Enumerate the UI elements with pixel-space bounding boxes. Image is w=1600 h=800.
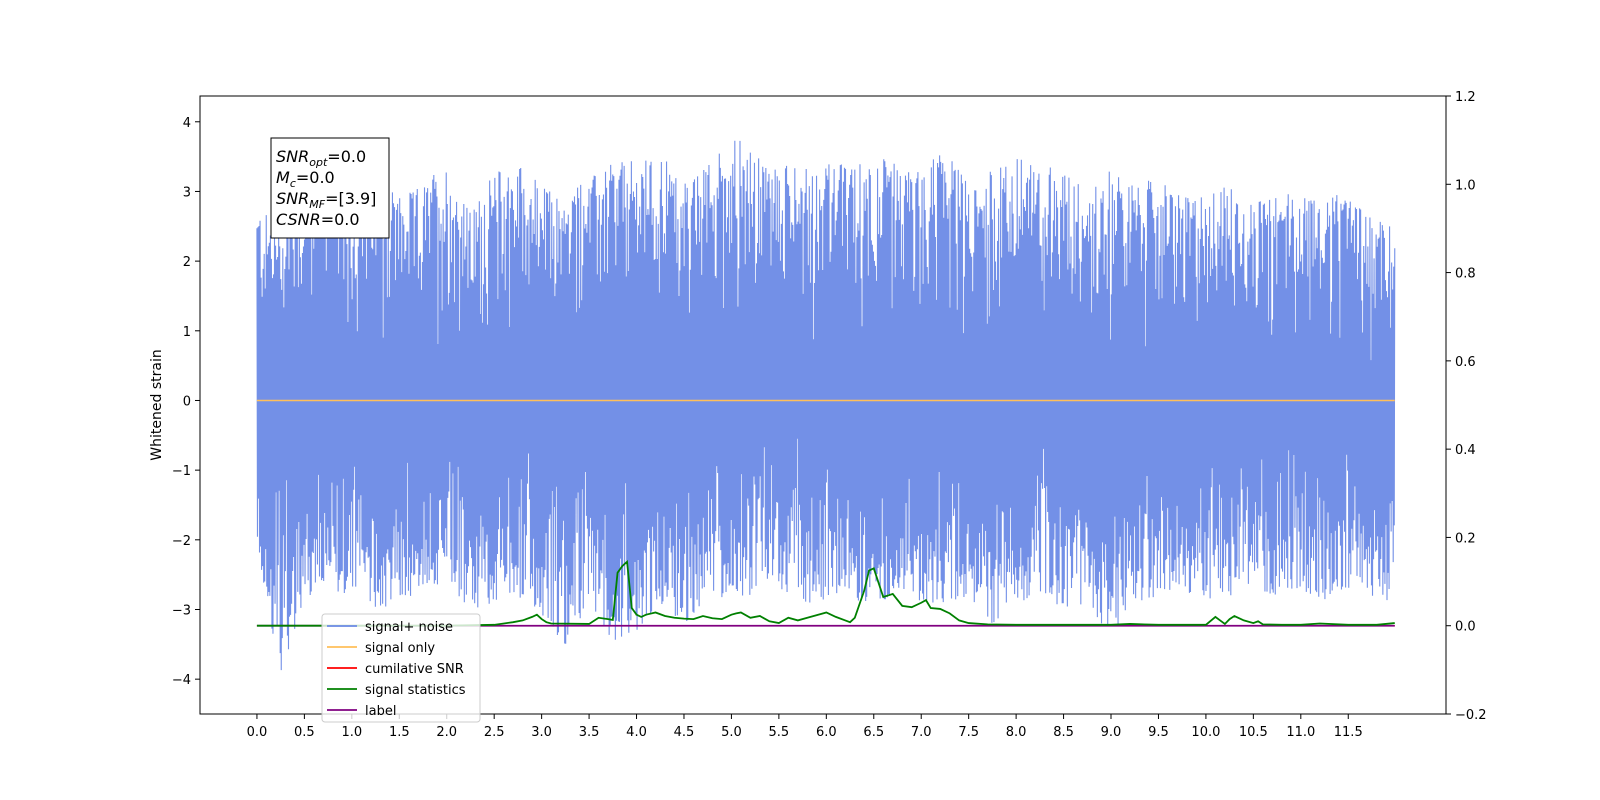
x-tick-label: 1.0: [341, 725, 362, 740]
x-tick-label: 4.0: [626, 725, 647, 740]
annotation-symbol: CSNR: [276, 210, 321, 229]
x-tick-label: 1.5: [389, 725, 410, 740]
right-y-tick-label: 0.2: [1455, 531, 1476, 546]
y-tick-label: 4: [183, 116, 191, 131]
x-tick-label: 3.5: [579, 725, 600, 740]
x-tick-label: 5.5: [769, 725, 790, 740]
annotation-value: =0.0: [327, 147, 366, 166]
legend-label: signal only: [365, 641, 435, 656]
x-tick-label: 9.0: [1101, 725, 1122, 740]
x-tick-label: 7.5: [958, 725, 979, 740]
x-tick-label: 8.0: [1006, 725, 1027, 740]
y-tick-label: −3: [172, 603, 191, 618]
x-tick-label: 8.5: [1053, 725, 1074, 740]
right-axis: 1.2 1.0 0.8 0.6 0.4 0.2 0.0 −0.2: [1446, 90, 1487, 723]
annotation-value: =[3.9]: [325, 189, 376, 208]
annotation-symbol: SNR: [276, 189, 309, 208]
annotation-line: Mc=0.0: [276, 168, 335, 190]
left-axis: 4 3 2 1 0 −1 −2 −3 −4: [172, 116, 200, 688]
legend-label: cumilative SNR: [365, 662, 464, 677]
x-tick-label: 6.5: [863, 725, 884, 740]
signal-statistics-line: [256, 559, 1395, 627]
legend-label: signal statistics: [365, 683, 466, 698]
x-tick-label: 4.5: [674, 725, 695, 740]
right-y-tick-label: 0.4: [1455, 443, 1476, 458]
x-tick-label: 0.0: [247, 725, 268, 740]
right-y-tick-label: 1.0: [1455, 178, 1476, 193]
y-tick-label: 0: [183, 394, 191, 409]
legend: signal+ noise signal only cumilative SNR si…: [321, 613, 481, 723]
y-tick-label: 2: [183, 255, 191, 270]
legend-label: signal+ noise: [365, 620, 453, 635]
x-tick-label: 11.5: [1334, 725, 1363, 740]
plot-frame: [199, 95, 1447, 715]
x-tick-label: 2.0: [436, 725, 457, 740]
right-y-tick-label: 0.0: [1455, 620, 1476, 635]
annotation-line: CSNR=0.0: [276, 210, 360, 229]
x-tick-label: 7.0: [911, 725, 932, 740]
legend-label: label: [365, 704, 396, 719]
annotation-value: =0.0: [296, 168, 335, 187]
x-tick-label: 10.5: [1239, 725, 1268, 740]
annotation-symbol: SNR: [276, 147, 309, 166]
x-tick-label: 0.5: [294, 725, 315, 740]
y-tick-label: −1: [172, 464, 191, 479]
x-tick-label: 2.5: [484, 725, 505, 740]
annotation-subscript: c: [290, 177, 296, 190]
y-tick-label: −4: [172, 673, 191, 688]
right-y-tick-label: 0.6: [1455, 355, 1476, 370]
y-tick-label: −2: [172, 534, 191, 549]
x-tick-label: 9.5: [1148, 725, 1169, 740]
x-tick-label: 3.0: [531, 725, 552, 740]
y-axis-label: Whitened strain: [149, 349, 165, 460]
signal-noise-layer: [256, 140, 1396, 671]
x-tick-label: 11.0: [1286, 725, 1315, 740]
right-y-tick-label: 0.8: [1455, 267, 1476, 282]
signal-noise-line: [256, 140, 1396, 671]
right-y-tick-label: 1.2: [1455, 90, 1476, 105]
annotation-subscript: MF: [309, 198, 325, 211]
x-tick-label: 10.0: [1191, 725, 1220, 740]
annotation-subscript: opt: [309, 156, 328, 169]
x-tick-label: 5.0: [721, 725, 742, 740]
x-tick-label: 6.0: [816, 725, 837, 740]
y-tick-label: 3: [183, 185, 191, 200]
x-axis: 0.0 0.5 1.0 1.5 2.0 2.5 3.0 3.5 4.0 4.5 5.0 5.5 6.0 6…: [247, 714, 1363, 740]
annotation-line: SNRopt=0.0: [276, 147, 366, 169]
annotation-frame: [270, 137, 390, 239]
right-y-tick-label: −0.2: [1455, 708, 1487, 723]
annotation-symbol: M: [276, 168, 290, 187]
legend-frame: [321, 613, 481, 723]
annotation-line: SNRMF=[3.9]: [276, 189, 376, 211]
annotation-value: =0.0: [321, 210, 360, 229]
y-tick-label: 1: [183, 325, 191, 340]
